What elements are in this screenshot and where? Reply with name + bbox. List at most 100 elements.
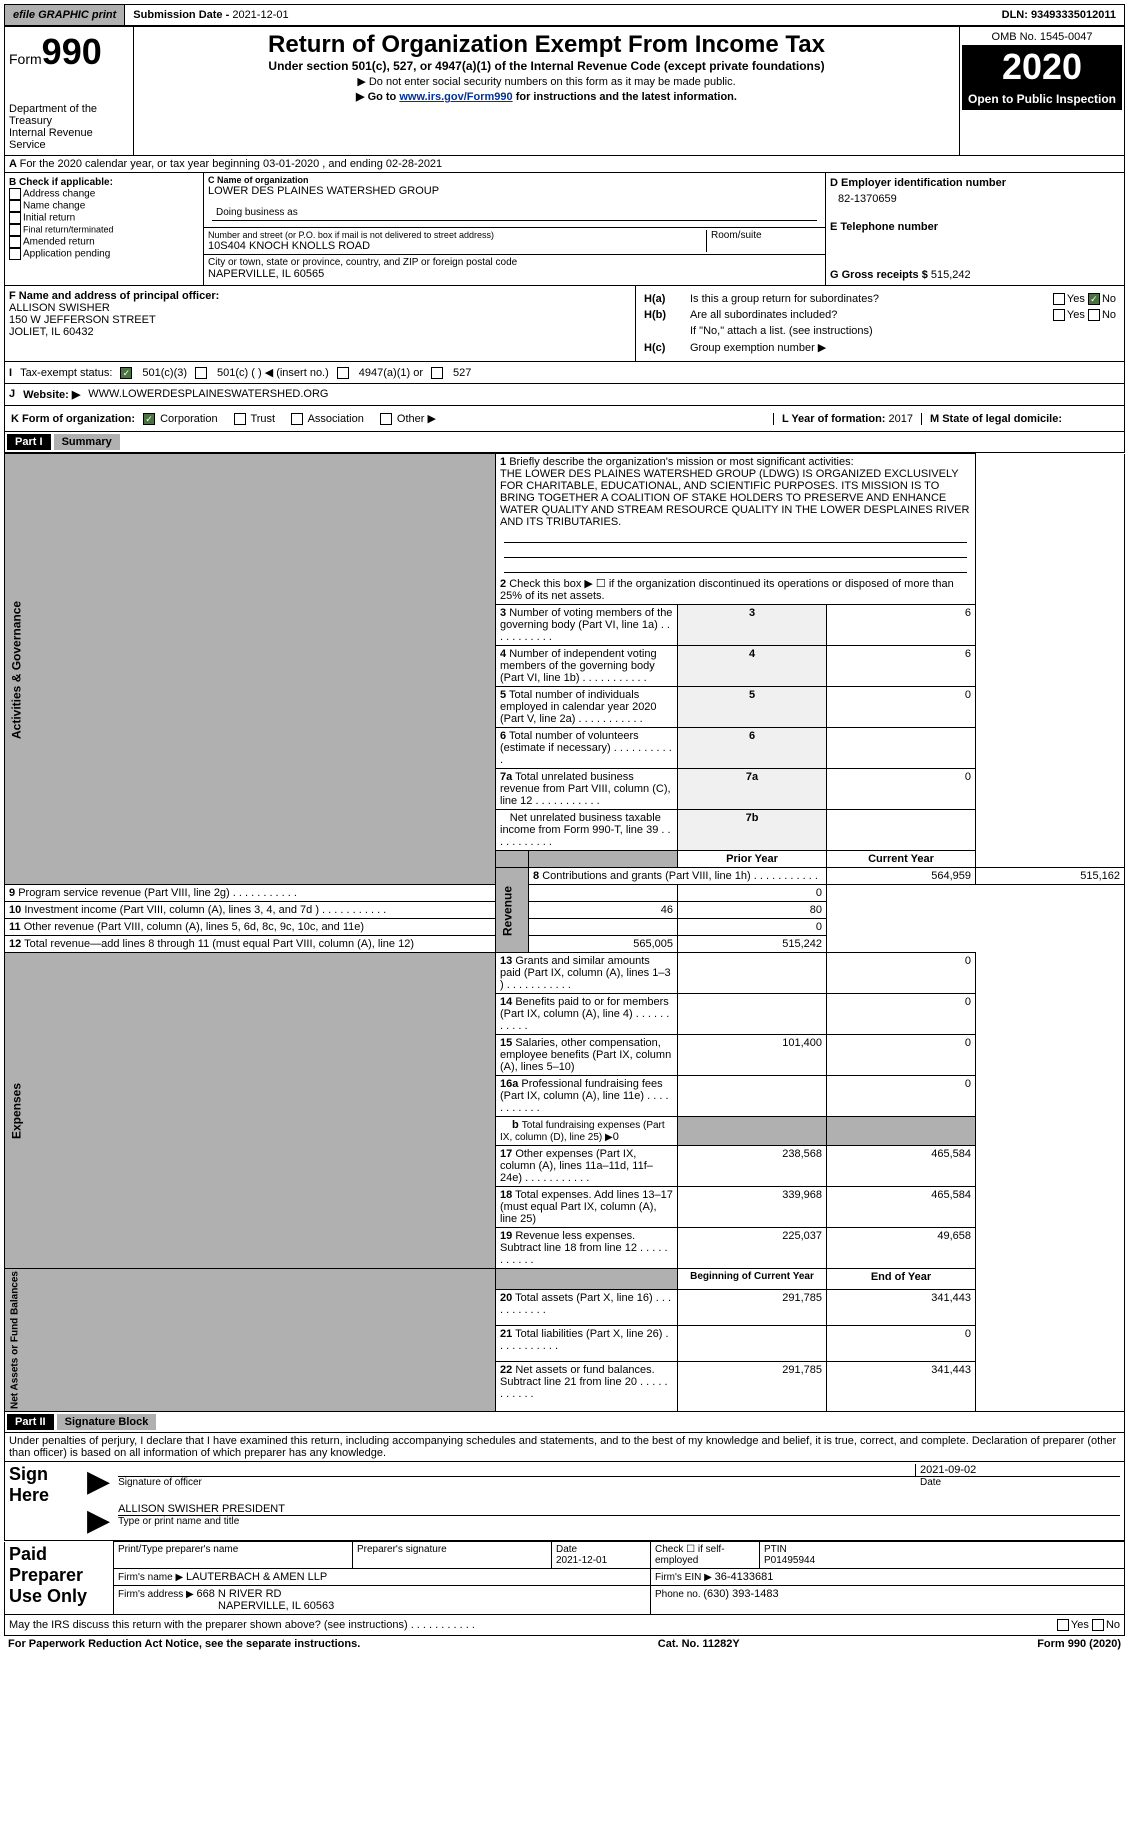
q18: Total expenses. Add lines 13–17 (must eq… xyxy=(500,1189,673,1225)
check-name: Name change xyxy=(9,200,199,212)
q5: Total number of individuals employed in … xyxy=(500,689,657,725)
check-pending: Application pending xyxy=(9,248,199,260)
beg-year-hdr: Beginning of Current Year xyxy=(678,1269,827,1290)
paid-preparer: Paid Preparer Use Only xyxy=(5,1542,114,1615)
section-b-c-d: B Check if applicable: Address change Na… xyxy=(4,173,1125,286)
print-name-label: Print/Type preparer's name xyxy=(114,1542,353,1569)
open-public: Open to Public Inspection xyxy=(962,88,1122,110)
section-h: H(a)Is this a group return for subordina… xyxy=(636,286,1124,361)
b-label: B Check if applicable: xyxy=(9,177,199,188)
omb-number: OMB No. 1545-0047 xyxy=(962,29,1122,46)
pra-notice: For Paperwork Reduction Act Notice, see … xyxy=(8,1638,360,1650)
check-self-employed: Check ☐ if self-employed xyxy=(651,1542,760,1569)
sig-officer-label: Signature of officer xyxy=(118,1477,920,1488)
dept-treasury: Department of the Treasury xyxy=(9,103,129,127)
q10: Investment income (Part VIII, column (A)… xyxy=(24,904,386,916)
cat-number: Cat. No. 11282Y xyxy=(658,1638,740,1650)
section-f: F Name and address of principal officer:… xyxy=(5,286,636,361)
form-title: Return of Organization Exempt From Incom… xyxy=(138,31,955,59)
q6: Total number of volunteers (estimate if … xyxy=(500,730,672,766)
city-label: City or town, state or province, country… xyxy=(208,257,821,268)
street-address: 10S404 KNOCH KNOLLS ROAD xyxy=(208,240,702,252)
q11: Other revenue (Part VIII, column (A), li… xyxy=(24,921,364,933)
signature-table: Sign Here ▶ 2021-09-02 Signature of offi… xyxy=(4,1462,1125,1541)
v7a: 0 xyxy=(827,769,976,810)
submission-date-label: Submission Date - 2021-12-01 xyxy=(124,5,296,25)
section-b: B Check if applicable: Address change Na… xyxy=(5,173,204,285)
part-2-title: Signature Block xyxy=(57,1414,157,1430)
form-header: Form990 Department of the Treasury Inter… xyxy=(4,26,1125,156)
q8: Contributions and grants (Part VIII, lin… xyxy=(542,870,818,882)
q13: Grants and similar amounts paid (Part IX… xyxy=(500,955,671,991)
officer-city: JOLIET, IL 60432 xyxy=(9,326,631,338)
website-url: WWW.LOWERDESPLAINESWATERSHED.ORG xyxy=(88,388,328,401)
top-bar: efile GRAPHIC print Submission Date - 20… xyxy=(4,4,1125,26)
penalty-statement: Under penalties of perjury, I declare th… xyxy=(4,1433,1125,1462)
part-1-header: Part I xyxy=(7,434,51,450)
section-i-tax-status: I Tax-exempt status: ✓501(c)(3) 501(c) (… xyxy=(4,362,1125,384)
q7b: Net unrelated business taxable income fr… xyxy=(500,812,671,848)
l-year: L Year of formation: 2017 xyxy=(773,413,921,425)
check-address: Address change xyxy=(9,188,199,200)
firm-name: LAUTERBACH & AMEN LLP xyxy=(186,1571,327,1583)
prior-year-hdr: Prior Year xyxy=(678,851,827,868)
prep-sig-label: Preparer's signature xyxy=(353,1542,552,1569)
v7b xyxy=(827,810,976,851)
form-footer: Form 990 (2020) xyxy=(1037,1638,1121,1650)
sig-date: 2021-09-02 xyxy=(915,1464,1120,1477)
part-2-header: Part II xyxy=(7,1414,54,1430)
q12: Total revenue—add lines 8 through 11 (mu… xyxy=(24,938,414,950)
j-label: Website: ▶ xyxy=(23,388,80,401)
tax-year: 2020 xyxy=(962,46,1122,88)
check-initial: Initial return xyxy=(9,212,199,224)
section-j-website: J Website: ▶ WWW.LOWERDESPLAINESWATERSHE… xyxy=(4,384,1125,406)
org-name: LOWER DES PLAINES WATERSHED GROUP xyxy=(208,185,821,197)
vert-revenue: Revenue xyxy=(496,868,529,953)
q15: Salaries, other compensation, employee b… xyxy=(500,1037,671,1073)
q3: Number of voting members of the governin… xyxy=(500,607,672,643)
f-label: F Name and address of principal officer: xyxy=(9,290,631,302)
form-word: Form xyxy=(9,51,42,67)
dln: DLN: 93493335012011 xyxy=(994,5,1124,25)
i-label: Tax-exempt status: xyxy=(20,367,112,379)
type-name-label: Type or print name and title xyxy=(118,1516,1120,1527)
section-k-l-m: K Form of organization: ✓ Corporation Tr… xyxy=(4,406,1125,432)
e-label: E Telephone number xyxy=(830,221,1120,233)
end-year-hdr: End of Year xyxy=(827,1269,976,1290)
q19: Revenue less expenses. Subtract line 18 … xyxy=(500,1230,668,1266)
room-label: Room/suite xyxy=(711,230,821,241)
h-b-note: If "No," attach a list. (see instruction… xyxy=(688,324,1118,338)
form990-link[interactable]: www.irs.gov/Form990 xyxy=(399,91,512,103)
firm-city: NAPERVILLE, IL 60563 xyxy=(218,1600,334,1612)
k-label: K Form of organization: xyxy=(11,413,135,425)
date-label: Date xyxy=(920,1477,1120,1488)
v6 xyxy=(827,728,976,769)
firm-phone: (630) 393-1483 xyxy=(703,1588,778,1600)
line-a: A For the 2020 calendar year, or tax yea… xyxy=(4,156,1125,173)
part-1-title: Summary xyxy=(54,434,120,450)
preparer-table: Paid Preparer Use Only Print/Type prepar… xyxy=(4,1541,1125,1615)
q16b: Total fundraising expenses (Part IX, col… xyxy=(500,1120,665,1143)
q7a: Total unrelated business revenue from Pa… xyxy=(500,771,671,807)
q1: Briefly describe the organization's miss… xyxy=(509,456,853,468)
summary-table: Activities & Governance 1 Briefly descri… xyxy=(4,453,1125,1412)
officer-name: ALLISON SWISHER xyxy=(9,302,631,314)
section-f-h: F Name and address of principal officer:… xyxy=(4,286,1125,362)
page-footer: For Paperwork Reduction Act Notice, see … xyxy=(4,1636,1125,1652)
efile-button[interactable]: efile GRAPHIC print xyxy=(5,5,124,25)
prep-date: 2021-12-01 xyxy=(556,1555,607,1566)
form-subtitle: Under section 501(c), 527, or 4947(a)(1)… xyxy=(138,59,955,73)
dept-irs: Internal Revenue Service xyxy=(9,127,129,151)
q17: Other expenses (Part IX, column (A), lin… xyxy=(500,1148,653,1184)
v4: 6 xyxy=(827,646,976,687)
city-state-zip: NAPERVILLE, IL 60565 xyxy=(208,268,821,280)
ein: 82-1370659 xyxy=(838,193,1120,205)
form-number: 990 xyxy=(42,31,102,72)
v3: 6 xyxy=(827,605,976,646)
section-d-e-g: D Employer identification number 82-1370… xyxy=(826,173,1124,285)
q20: Total assets (Part X, line 16) xyxy=(500,1292,671,1316)
q22: Net assets or fund balances. Subtract li… xyxy=(500,1364,668,1400)
vert-governance: Activities & Governance xyxy=(5,454,496,885)
instruction-2: Go to www.irs.gov/Form990 for instructio… xyxy=(138,90,955,103)
c-name-label: C Name of organization xyxy=(208,175,821,185)
